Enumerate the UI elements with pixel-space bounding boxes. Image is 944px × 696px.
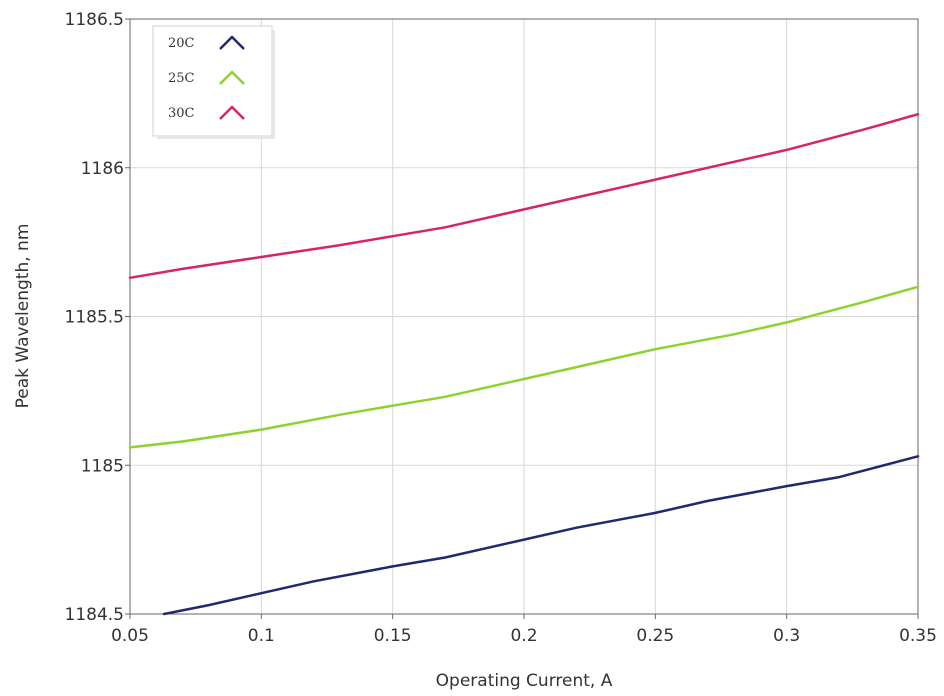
x-tick-label: 0.05 bbox=[111, 626, 149, 646]
legend-label-25c: 25C bbox=[168, 71, 195, 86]
y-axis-title: Peak Wavelength, nm bbox=[13, 224, 33, 409]
legend-label-30c: 30C bbox=[168, 106, 195, 121]
series-line-20c bbox=[162, 455, 920, 616]
series-line-25c bbox=[128, 285, 920, 449]
legend-swatch-25c bbox=[219, 70, 245, 85]
x-tick-label: 0.25 bbox=[636, 626, 674, 646]
x-tick-label: 0.15 bbox=[374, 626, 412, 646]
series-line-30c bbox=[128, 112, 920, 280]
y-tick-label: 1186 bbox=[81, 159, 124, 179]
legend-shadow-bottom bbox=[157, 136, 275, 139]
legend-items: 20C 25C 30C bbox=[168, 35, 245, 121]
legend-shadow bbox=[272, 30, 275, 138]
y-tick-label: 1186.5 bbox=[65, 10, 124, 30]
series-group bbox=[128, 112, 920, 616]
x-tick-label: 0.35 bbox=[899, 626, 937, 646]
y-tick-label: 1185.5 bbox=[65, 308, 124, 328]
x-axis-title: Operating Current, A bbox=[436, 671, 613, 691]
legend-swatch-30c bbox=[219, 105, 245, 120]
x-tick-label: 0.1 bbox=[248, 626, 275, 646]
legend-swatch-20c bbox=[219, 35, 245, 50]
legend-label-20c: 20C bbox=[168, 36, 195, 51]
x-axis-ticks: 0.05 0.1 0.15 0.2 0.25 0.3 0.35 bbox=[111, 614, 937, 646]
y-tick-label: 1185 bbox=[81, 456, 124, 476]
x-tick-label: 0.2 bbox=[510, 626, 537, 646]
x-tick-label: 0.3 bbox=[773, 626, 800, 646]
legend: 20C 25C 30C bbox=[152, 25, 275, 139]
legend-box bbox=[152, 25, 273, 137]
y-tick-label: 1184.5 bbox=[65, 605, 124, 625]
y-axis-ticks: 1184.5 1185 1185.5 1186 1186.5 bbox=[65, 10, 130, 625]
